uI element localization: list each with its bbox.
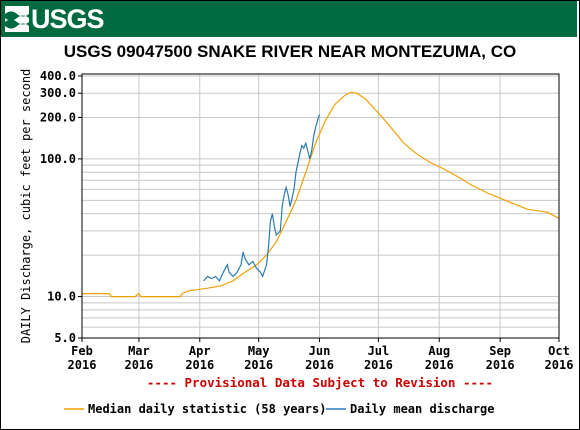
x-tick-label-year: 2016: [244, 358, 273, 372]
legend-label: Median daily statistic (58 years): [88, 402, 326, 416]
x-tick-label-month: Jul: [368, 344, 390, 358]
usgs-wave-icon: [5, 6, 29, 32]
x-tick-label-year: 2016: [124, 358, 153, 372]
x-tick-label-month: Aug: [428, 344, 450, 358]
legend: Median daily statistic (58 years) Daily m…: [64, 402, 495, 416]
y-axis-label: DAILY Discharge, cubic feet per second: [19, 69, 33, 344]
x-tick-label-year: 2016: [185, 358, 214, 372]
provisional-data-notice: ---- Provisional Data Subject to Revisio…: [147, 375, 493, 390]
usgs-logo[interactable]: USGS: [5, 3, 105, 34]
x-tick-label-year: 2016: [305, 358, 334, 372]
y-tick-label: 300.0: [40, 86, 76, 100]
y-tick-label: 10.0: [47, 290, 76, 304]
usgs-logo-text: USGS: [31, 3, 105, 34]
x-tick-label-month: May: [248, 344, 270, 358]
daily-mean-discharge-line: [203, 114, 321, 283]
x-tick-label-year: 2016: [545, 358, 574, 372]
x-axis-ticks: Feb2016Mar2016Apr2016May2016Jun2016Jul20…: [68, 338, 574, 372]
x-tick-label-month: Oct: [548, 344, 570, 358]
x-tick-label-year: 2016: [486, 358, 515, 372]
y-tick-label: 400.0: [40, 69, 76, 83]
x-tick-label-month: Jun: [309, 344, 331, 358]
x-tick-label-month: Apr: [189, 344, 211, 358]
usgs-header-bar: USGS: [1, 1, 577, 37]
median-daily-statistic-line: [82, 91, 560, 298]
plot-area-border: [81, 73, 560, 339]
x-tick-label-month: Sep: [489, 344, 511, 358]
grid-lines: [81, 74, 560, 338]
x-tick-label-month: Feb: [71, 344, 93, 358]
x-tick-label-year: 2016: [68, 358, 97, 372]
chart-title: USGS 09047500 SNAKE RIVER NEAR MONTEZUMA…: [63, 42, 517, 61]
x-tick-label-month: Mar: [128, 344, 150, 358]
y-tick-label: 100.0: [40, 152, 76, 166]
x-tick-label-year: 2016: [425, 358, 454, 372]
x-tick-label-year: 2016: [364, 358, 393, 372]
legend-label: Daily mean discharge: [350, 402, 495, 416]
y-tick-label: 200.0: [40, 110, 76, 124]
y-tick-label: 5.0: [54, 331, 76, 345]
series-lines: [82, 91, 560, 298]
y-axis-ticks: 5.0 10.0 100.0 200.0 300.0 400.0: [40, 69, 82, 345]
